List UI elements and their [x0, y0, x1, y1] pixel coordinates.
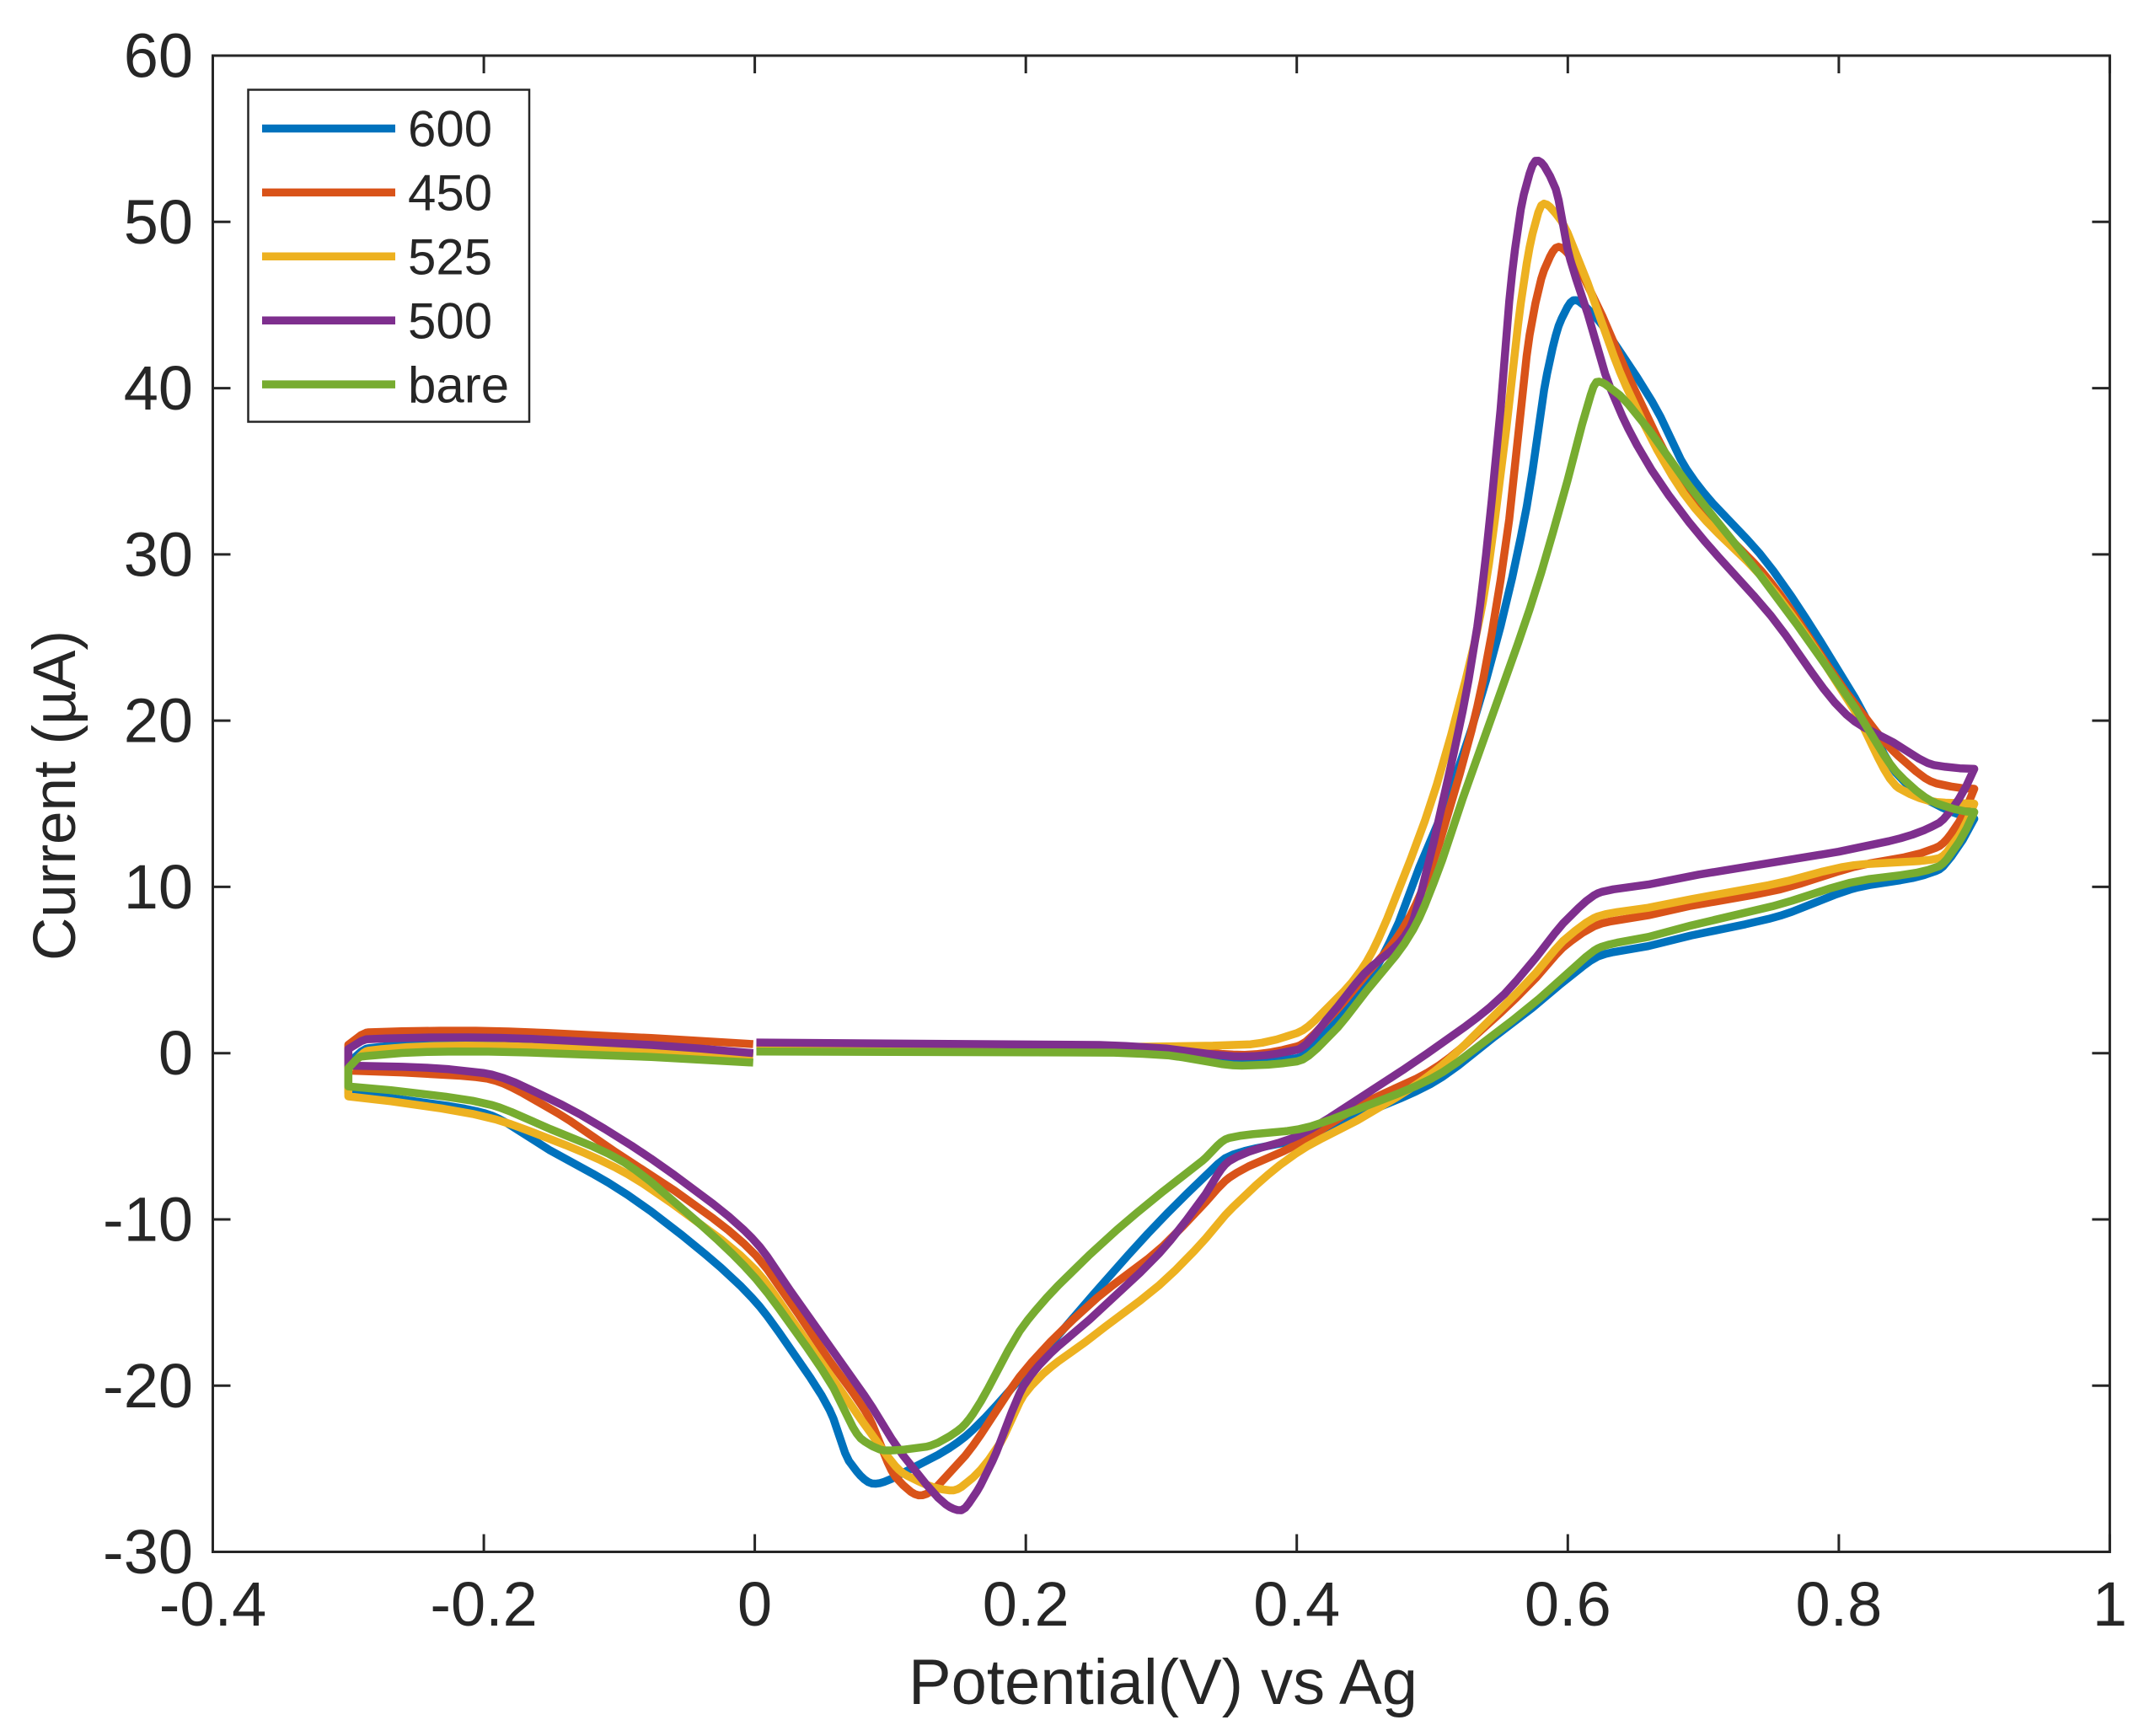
svg-text:Current (µA): Current (µA) [22, 630, 88, 961]
svg-text:0.2: 0.2 [983, 1569, 1069, 1639]
svg-text:0.8: 0.8 [1795, 1569, 1882, 1639]
svg-text:1: 1 [2093, 1569, 2127, 1639]
svg-text:-0.4: -0.4 [159, 1569, 267, 1639]
svg-text:bare: bare [408, 356, 509, 413]
svg-text:20: 20 [124, 686, 193, 756]
svg-text:450: 450 [408, 165, 492, 222]
svg-text:50: 50 [124, 187, 193, 257]
svg-text:500: 500 [408, 292, 492, 349]
svg-text:525: 525 [408, 229, 492, 286]
svg-text:-0.2: -0.2 [430, 1569, 538, 1639]
svg-text:60: 60 [124, 21, 193, 91]
svg-text:Potential(V) vs Ag: Potential(V) vs Ag [909, 1647, 1418, 1718]
svg-text:0.4: 0.4 [1253, 1569, 1340, 1639]
svg-text:-20: -20 [103, 1351, 193, 1421]
svg-text:-30: -30 [103, 1517, 193, 1587]
svg-text:-10: -10 [103, 1185, 193, 1255]
svg-text:0.6: 0.6 [1525, 1569, 1611, 1639]
svg-text:0: 0 [737, 1569, 772, 1639]
svg-text:30: 30 [124, 519, 193, 589]
svg-text:10: 10 [124, 852, 193, 922]
svg-text:600: 600 [408, 101, 492, 158]
svg-text:40: 40 [124, 353, 193, 423]
svg-text:0: 0 [158, 1018, 193, 1088]
